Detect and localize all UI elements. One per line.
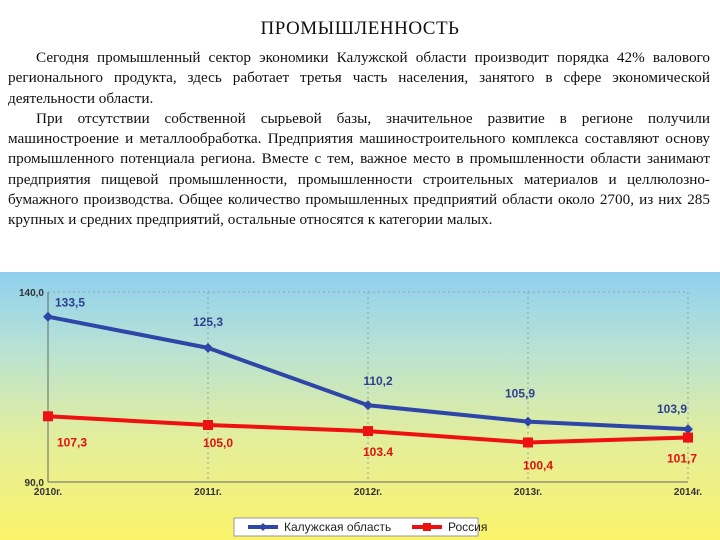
data-label: 105,9 [505, 387, 535, 401]
data-point [203, 342, 213, 353]
data-point [43, 311, 53, 322]
data-label: 101,7 [667, 452, 697, 466]
x-tick-label: 2013г. [514, 487, 542, 498]
data-label: 103.4 [363, 445, 393, 459]
data-point [523, 416, 533, 427]
chart-panel: 140,0 90,0 2010г. 2011г. 2012г. 2013г. 2014г. 1… [0, 272, 720, 540]
data-point [363, 426, 373, 437]
data-label: 105,0 [203, 436, 233, 450]
legend-marker [259, 523, 267, 531]
y-tick-label: 90,0 [25, 478, 45, 489]
data-label: 103,9 [657, 402, 687, 416]
paragraph-2: При отсутствии собственной сырьевой базы… [8, 109, 710, 229]
legend-label: Калужская область [284, 520, 391, 534]
data-label: 110,2 [363, 374, 393, 388]
data-point [363, 400, 373, 411]
paragraph-1: Сегодня промышленный сектор экономики Ка… [8, 49, 710, 107]
legend-label: Россия [448, 520, 487, 534]
legend-box [233, 517, 479, 537]
data-point [683, 432, 693, 443]
data-label: 133,5 [55, 296, 85, 310]
data-point [203, 420, 213, 430]
x-tick-label: 2014г. [674, 487, 702, 498]
data-label: 125,3 [193, 315, 223, 329]
data-point [43, 411, 53, 422]
x-tick-label: 2010г. [34, 487, 62, 498]
data-label: 100,4 [523, 458, 553, 472]
text-panel: ПРОМЫШЛЕННОСТЬ Сегодня промышленный сект… [8, 18, 710, 231]
data-point [683, 424, 693, 435]
y-tick-label: 140,0 [19, 288, 44, 299]
legend-marker [423, 523, 431, 531]
data-point [523, 437, 533, 448]
body-text: Сегодня промышленный сектор экономики Ка… [8, 48, 710, 231]
page-title: ПРОМЫШЛЕННОСТЬ [260, 18, 460, 39]
data-label: 107,3 [57, 435, 87, 449]
x-tick-label: 2012г. [354, 487, 382, 498]
x-tick-label: 2011г. [194, 487, 222, 498]
